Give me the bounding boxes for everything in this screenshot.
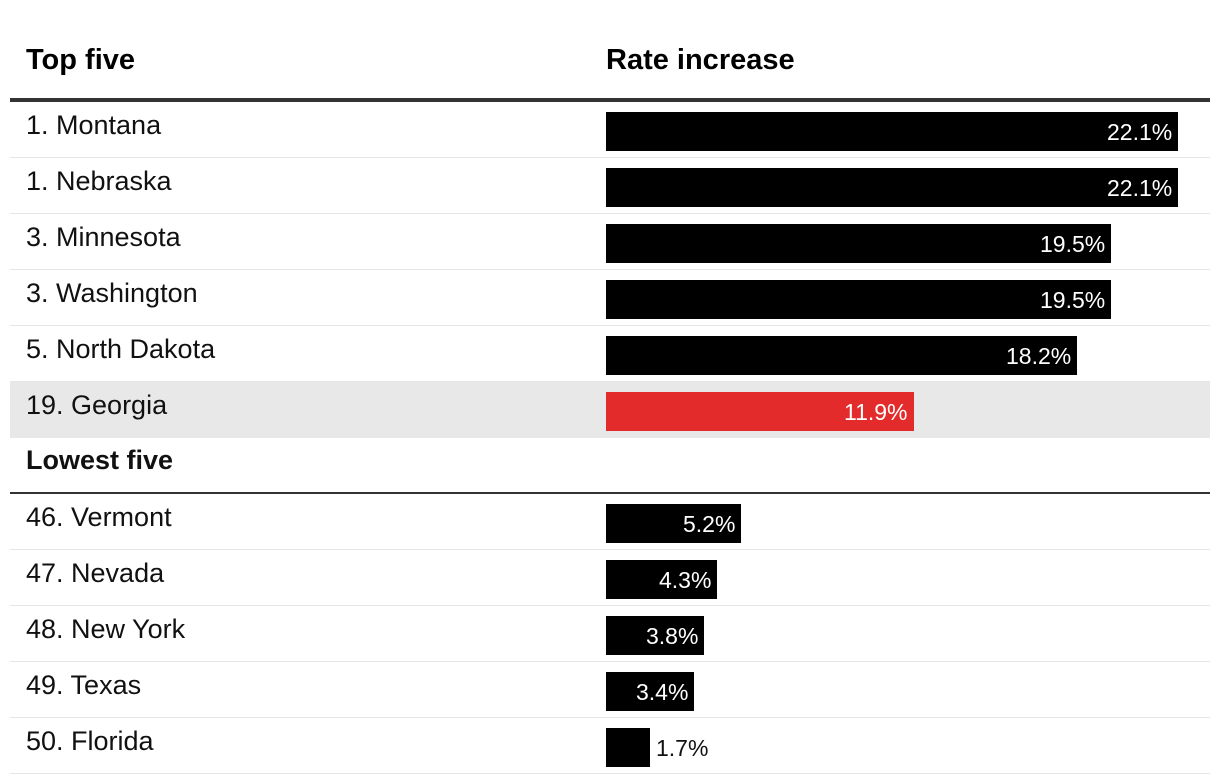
- row-label: 48. New York: [26, 614, 186, 644]
- section-rule: [10, 492, 1210, 494]
- value-bar: [606, 168, 1178, 207]
- value-bar: [606, 616, 704, 655]
- row-label: 5. North Dakota: [26, 334, 216, 364]
- value-label: 19.5%: [1040, 287, 1106, 313]
- value-label: 22.1%: [1107, 175, 1173, 201]
- highlight-bar: [606, 392, 914, 431]
- value-bar: [606, 112, 1178, 151]
- row-label: 46. Vermont: [26, 502, 172, 532]
- table-row: 5. North Dakota 18.2%: [10, 326, 1210, 382]
- column-header-state: Top five: [26, 44, 136, 76]
- row-label: 47. Nevada: [26, 558, 165, 588]
- value-bar: [606, 504, 741, 543]
- value-bar: [606, 728, 650, 767]
- table-row: 49. Texas 3.4%: [10, 662, 1210, 718]
- value-bar: [606, 224, 1111, 263]
- value-label: 18.2%: [1006, 343, 1072, 369]
- row-label: 19. Georgia: [26, 390, 168, 420]
- table-row: 46. Vermont 5.2%: [10, 494, 1210, 550]
- row-label: 49. Texas: [26, 670, 142, 700]
- section-label-lowest: Lowest five: [26, 445, 174, 475]
- table-row: 3. Washington 19.5%: [10, 270, 1210, 326]
- table-row: 1. Montana 22.1%: [10, 102, 1210, 158]
- row-label: 3. Minnesota: [26, 222, 181, 252]
- value-label: 5.2%: [683, 511, 736, 537]
- value-label: 19.5%: [1040, 231, 1106, 257]
- value-label: 22.1%: [1107, 119, 1173, 145]
- table-row: 19. Georgia 11.9%: [10, 382, 1210, 438]
- value-label: 3.4%: [636, 679, 689, 705]
- header-rule: [10, 98, 1210, 102]
- row-label: 3. Washington: [26, 278, 198, 308]
- value-label: 4.3%: [659, 567, 712, 593]
- table-row: 50. Florida 1.7%: [10, 718, 1210, 774]
- table-row: 3. Minnesota 19.5%: [10, 214, 1210, 270]
- value-label: 11.9%: [844, 399, 908, 425]
- table-row: 1. Nebraska 22.1%: [10, 158, 1210, 214]
- value-bar: [606, 560, 717, 599]
- table-row: 48. New York 3.8%: [10, 606, 1210, 662]
- value-bar: [606, 280, 1111, 319]
- row-label: 50. Florida: [26, 726, 154, 756]
- value-bar: [606, 336, 1077, 375]
- value-label: 3.8%: [646, 623, 699, 649]
- row-label: 1. Montana: [26, 110, 162, 140]
- value-label: 1.7%: [656, 735, 709, 761]
- column-header-rate: Rate increase: [606, 44, 795, 76]
- row-label: 1. Nebraska: [26, 166, 172, 196]
- table-row: 47. Nevada 4.3%: [10, 550, 1210, 606]
- value-bar: [606, 672, 694, 711]
